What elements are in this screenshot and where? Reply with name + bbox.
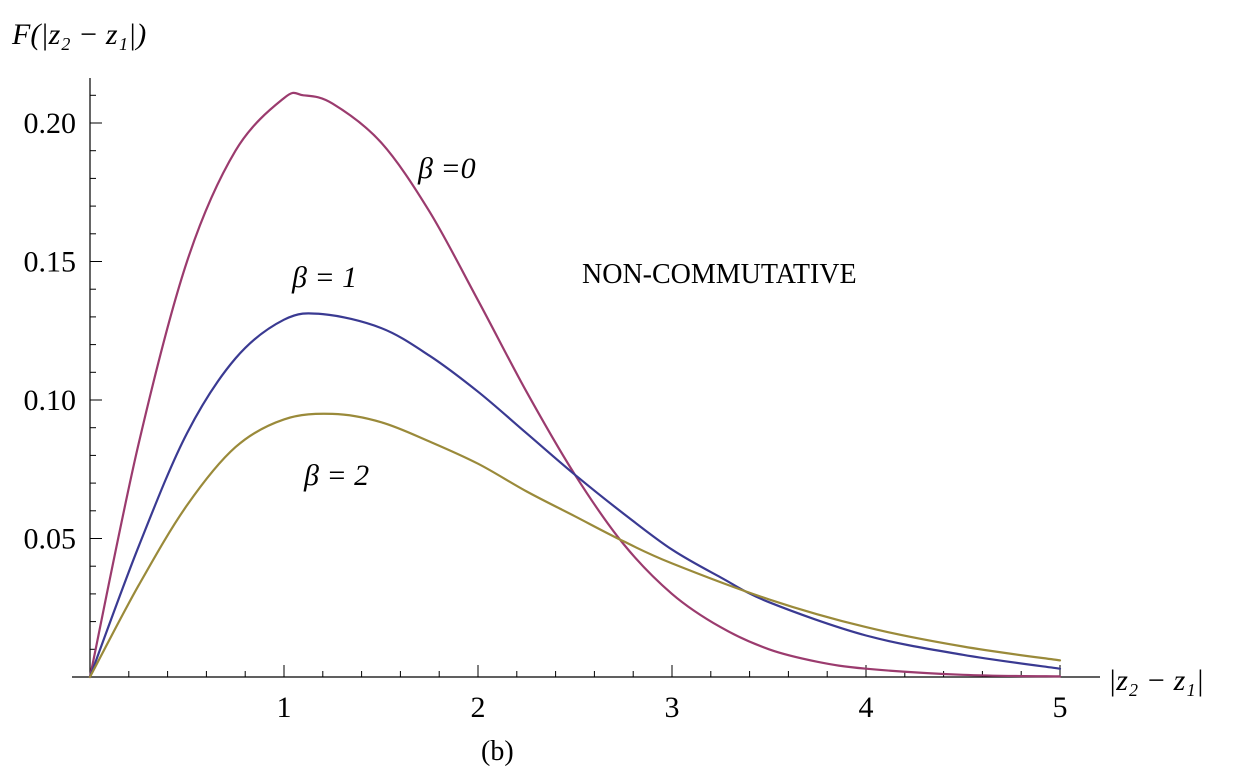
series-line-beta-1 — [88, 312, 1062, 679]
x-tick-label: 2 — [471, 691, 486, 724]
series-label-beta-2: β = 2 — [303, 459, 369, 492]
x-axis-label: |z₂ − z₁| — [1108, 664, 1204, 697]
labels-layer: F(|z₂ − z₁|) |z₂ − z₁| (b) NON-COMMUTATI… — [11, 18, 1204, 767]
series-label-beta-0: β =0 — [417, 152, 476, 185]
series-line-beta-2 — [88, 412, 1062, 679]
x-tick-label: 1 — [277, 691, 292, 724]
series-line-beta-0 — [88, 91, 1062, 679]
y-tick-label: 0.20 — [24, 107, 77, 140]
y-tick-label: 0.15 — [24, 246, 77, 279]
y-tick-label: 0.10 — [24, 384, 77, 417]
series-layer — [88, 91, 1062, 679]
x-tick-label: 5 — [1053, 691, 1068, 724]
series-label-beta-1: β = 1 — [291, 261, 357, 294]
y-tick-label: 0.05 — [24, 523, 77, 556]
chart-caption: (b) — [481, 736, 514, 767]
x-tick-label: 3 — [665, 691, 680, 724]
y-axis-label: F(|z₂ − z₁|) — [11, 18, 146, 51]
x-tick-label: 4 — [859, 691, 874, 724]
annotation-non-commutative: NON-COMMUTATIVE — [582, 259, 857, 290]
axes: 1 2 3 4 5 0.05 0.10 0.15 0.20 — [24, 78, 1100, 724]
